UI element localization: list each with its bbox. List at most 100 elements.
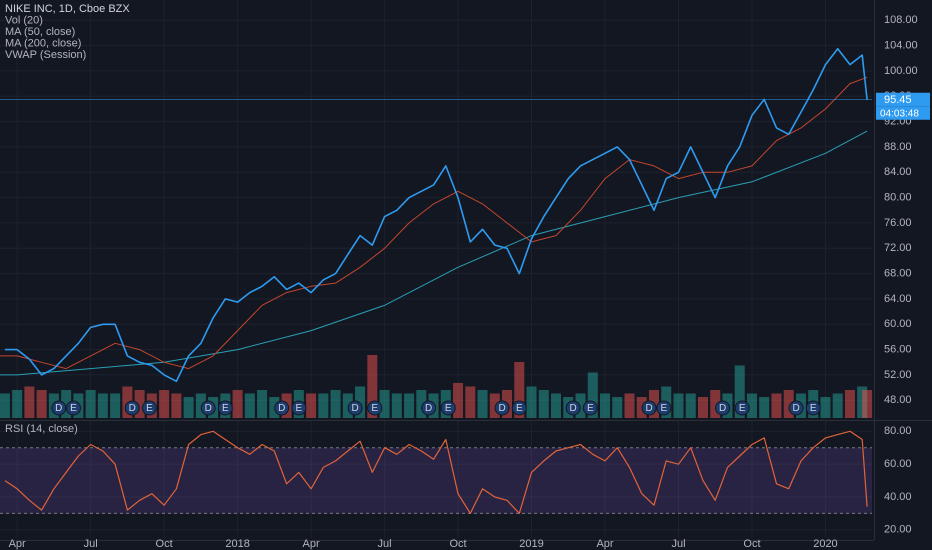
volume-bar [195,393,206,418]
event-label: E [295,403,302,414]
event-marker [734,400,750,416]
chart-title: NIKE INC, 1D, Cboe BZX [5,3,130,15]
y-tick-label: 88.00 [884,141,912,153]
series-line [0,76,868,370]
event-label: E [660,403,667,414]
x-tick-label: Oct [449,538,466,550]
volume-bar [122,386,133,418]
volume-bar [61,390,72,418]
event-label: D [719,403,726,414]
volume-bar [477,390,488,418]
volume-bar [697,397,708,418]
volume-bar [783,390,794,418]
event-marker [788,400,804,416]
event-label: E [516,403,523,414]
rsi-band [0,447,872,514]
volume-bar [514,362,525,418]
volume-bar [24,386,35,418]
volume-bar [379,390,390,418]
series-line [0,130,868,376]
event-marker [51,400,67,416]
volume-bar [367,355,378,418]
volume-bar [453,383,464,418]
volume-bar [97,393,108,418]
y-tick-label: 56.00 [884,344,912,356]
event-label: D [352,403,359,414]
x-tick-label: Oct [156,538,173,550]
event-label: D [425,403,432,414]
x-tick-label: Jul [378,538,392,550]
volume-bar [244,393,255,418]
volume-bar [600,393,611,418]
volume-bar [306,393,317,418]
volume-bar [612,397,623,418]
rsi-title: RSI (14, close) [5,423,78,435]
y-tick-label: 108.00 [884,14,918,26]
y-tick-label: 84.00 [884,166,912,178]
countdown-box [876,106,930,120]
y-tick-label: 104.00 [884,40,918,52]
event-marker [274,400,290,416]
series-line [4,48,868,383]
event-marker [715,400,731,416]
y-tick-label: 20.00 [884,524,912,536]
legend-entry: MA (50, close) [5,26,75,38]
event-label: E [371,403,378,414]
event-label: E [739,403,746,414]
event-label: D [570,403,577,414]
last-price-label: 95.45 [884,94,912,106]
x-tick-label: Oct [743,538,760,550]
y-tick-label: 52.00 [884,369,912,381]
volume-bar [330,390,341,418]
event-label: E [587,403,594,414]
legend-entry: MA (200, close) [5,37,81,49]
volume-bar [183,397,194,418]
event-marker [582,400,598,416]
volume-bar [587,372,598,418]
x-tick-label: 2018 [225,538,249,550]
volume-bar [771,393,782,418]
x-tick-label: Apr [303,538,320,550]
volume-bar [416,390,427,418]
x-tick-label: Apr [596,538,613,550]
event-label: D [499,403,506,414]
event-label: E [222,403,229,414]
y-tick-label: 64.00 [884,293,912,305]
y-tick-label: 100.00 [884,65,918,77]
countdown-label: 04:03:48 [880,108,919,119]
y-tick-label: 72.00 [884,242,912,254]
volume-bar [759,397,770,418]
event-label: E [146,403,153,414]
volume-bar [624,393,635,418]
y-tick-label: 60.00 [884,458,912,470]
event-label: D [645,403,652,414]
volume-bar [342,393,353,418]
x-tick-label: Jul [84,538,98,550]
x-tick-label: Apr [9,538,26,550]
volume-bar [673,393,684,418]
event-marker [124,400,140,416]
volume-bar [685,393,696,418]
volume-bar [159,390,170,418]
volume-bar [862,390,873,418]
legend-entry: VWAP (Session) [5,49,86,61]
event-marker [141,400,157,416]
event-marker [805,400,821,416]
event-label: E [810,403,817,414]
event-marker [421,400,437,416]
event-marker [200,400,216,416]
volume-bar [134,390,145,418]
event-marker [347,400,363,416]
volume-bar [832,393,843,418]
volume-bar [575,393,586,418]
event-marker [565,400,581,416]
y-tick-label: 80.00 [884,425,912,437]
volume-bar [746,393,757,418]
volume-bar [526,386,537,418]
event-marker [367,400,383,416]
event-label: D [129,403,136,414]
volume-bar [171,393,182,418]
volume-bar [404,393,415,418]
